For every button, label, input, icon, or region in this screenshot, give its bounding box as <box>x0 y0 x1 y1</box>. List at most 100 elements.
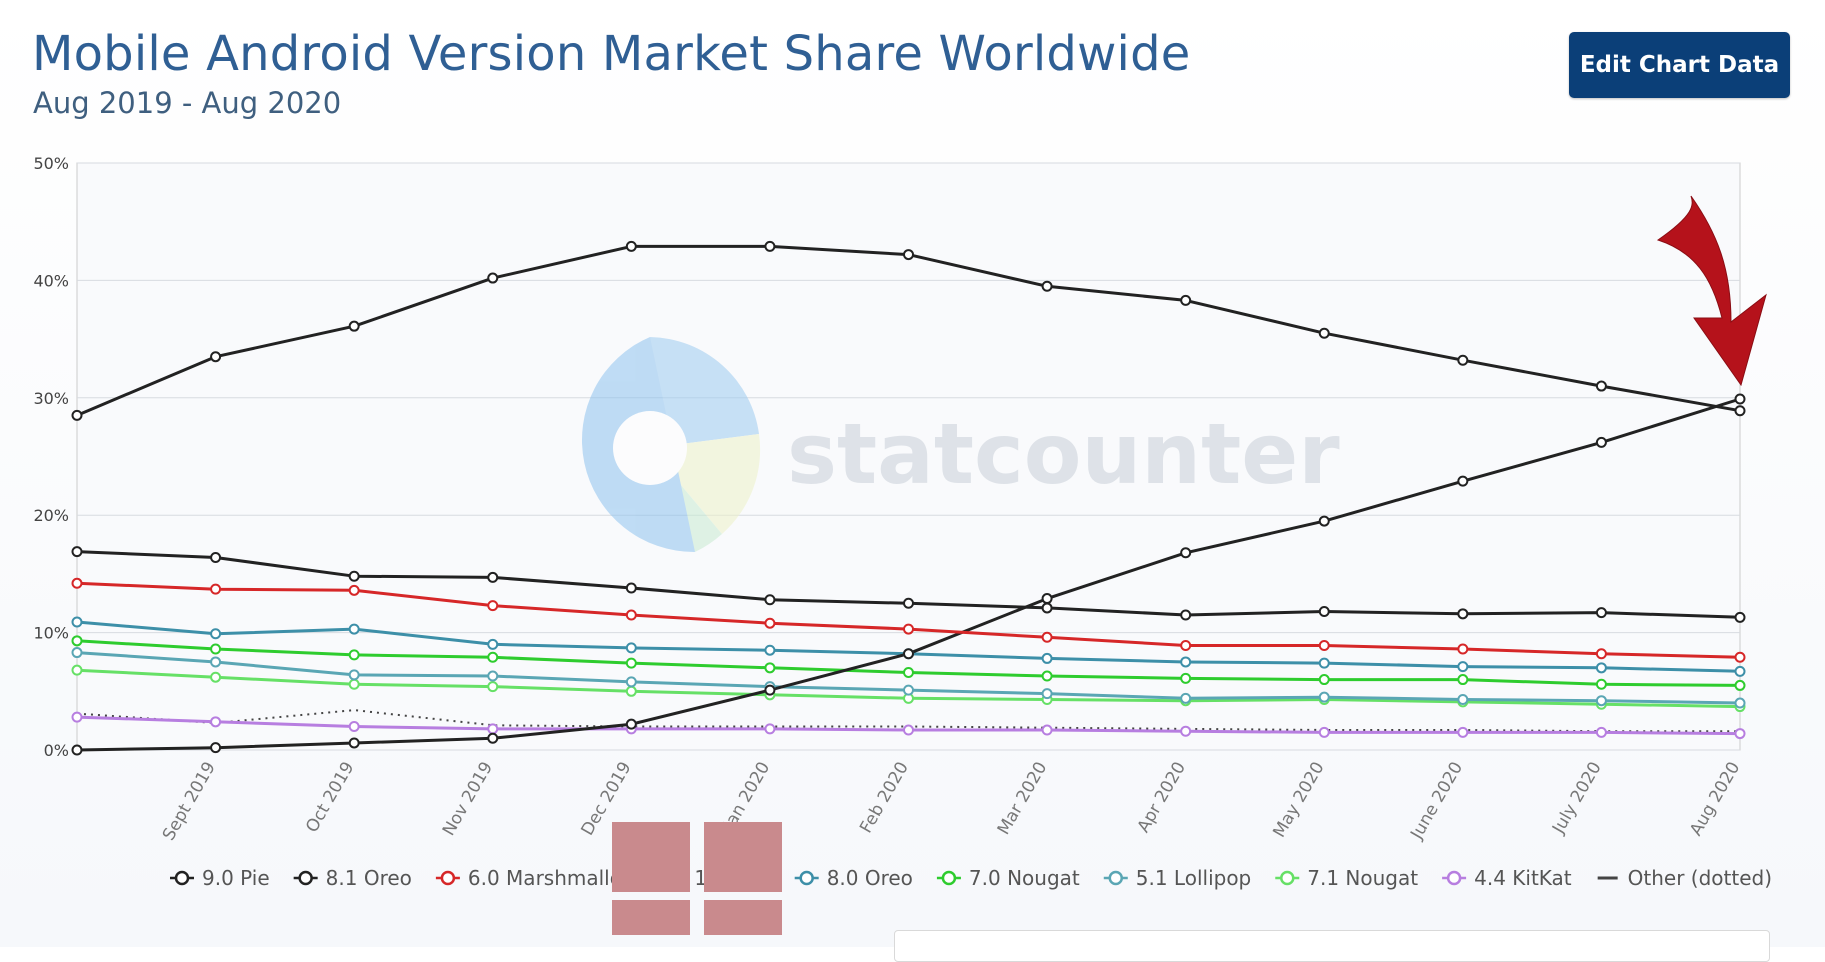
x-tick-label: July 2020 <box>1548 759 1605 838</box>
legend-marker <box>1108 870 1124 886</box>
red-arrow-annotation <box>1656 195 1767 387</box>
legend-marker <box>1280 870 1295 886</box>
data-point <box>625 657 637 669</box>
legend-item[interactable]: 4.4 KitKat <box>1442 866 1572 890</box>
data-point <box>1734 393 1746 405</box>
legend-item[interactable]: 8.1 Oreo <box>293 866 412 890</box>
data-point <box>1041 602 1053 614</box>
data-point <box>1180 672 1192 684</box>
y-tick-label: 20% <box>33 506 69 525</box>
data-point <box>764 684 776 696</box>
data-point <box>71 616 83 628</box>
y-tick-label: 30% <box>33 389 69 408</box>
statcounter-watermark: statcounter <box>581 337 1340 553</box>
data-point <box>71 711 83 723</box>
edit-chart-data-button[interactable]: Edit Chart Data <box>1569 32 1790 98</box>
data-point <box>1041 652 1053 664</box>
legend-marker <box>941 870 957 886</box>
data-point <box>1041 688 1053 700</box>
data-point <box>1041 724 1053 736</box>
legend-item[interactable]: 8.0 Oreo <box>794 866 913 890</box>
statcounter-logo-icon <box>581 337 761 553</box>
legend-item[interactable]: 6.0 Marshmallow <box>435 866 638 890</box>
data-point <box>1180 609 1192 621</box>
data-point <box>903 667 914 679</box>
data-point <box>903 623 914 635</box>
data-point <box>1180 640 1192 652</box>
data-point <box>210 551 222 563</box>
legend-item[interactable]: 7.1 Nougat <box>1275 866 1418 890</box>
data-point <box>903 648 914 660</box>
data-point <box>210 742 222 754</box>
data-point <box>1041 631 1053 643</box>
data-point <box>1734 665 1746 677</box>
data-point <box>487 571 499 583</box>
data-point <box>487 600 499 612</box>
data-point <box>903 724 914 736</box>
data-point <box>625 609 637 621</box>
data-point <box>1457 674 1469 686</box>
data-point <box>1734 651 1746 663</box>
data-point <box>764 723 776 735</box>
legend-marker <box>298 870 313 886</box>
data-point <box>71 635 83 647</box>
legend-marker <box>799 870 814 886</box>
legend-label: 8.1 Oreo <box>326 866 412 890</box>
data-point <box>71 744 83 756</box>
data-point <box>71 577 83 589</box>
data-point <box>487 681 499 693</box>
data-point <box>348 623 360 635</box>
x-tick-label: Aug 2020 <box>1686 759 1744 840</box>
data-point <box>625 718 637 730</box>
data-point <box>487 272 499 284</box>
y-tick-label: 10% <box>33 624 69 643</box>
chart-title: Mobile Android Version Market Share Worl… <box>32 26 1191 82</box>
data-point <box>1595 648 1607 660</box>
x-tick-label: Mar 2020 <box>994 759 1052 839</box>
data-point <box>487 638 499 650</box>
data-point <box>1180 294 1192 306</box>
data-point <box>1180 547 1192 559</box>
overlay-logo-icon <box>612 822 782 935</box>
legend-item[interactable]: 9.0 Pie <box>170 866 270 890</box>
data-point <box>1457 354 1469 366</box>
data-point <box>71 664 83 676</box>
legend-item[interactable]: Other (dotted) <box>1597 866 1772 890</box>
data-point <box>1318 605 1330 617</box>
y-axis: 0% 10% 20% 30% 40% 50% <box>33 154 69 760</box>
y-tick-label: 40% <box>33 271 69 290</box>
legend-label: 5.1 Lollipop <box>1136 866 1252 890</box>
data-point <box>1457 643 1469 655</box>
x-tick-label: Feb 2020 <box>856 759 913 837</box>
data-point <box>1457 608 1469 620</box>
data-point <box>1734 611 1746 623</box>
data-point <box>487 670 499 682</box>
y-tick-label: 50% <box>33 154 69 173</box>
data-point <box>348 320 360 332</box>
data-point <box>903 597 914 609</box>
data-point <box>487 651 499 663</box>
legend-item[interactable]: 7.0 Nougat <box>936 866 1080 890</box>
data-point <box>1457 694 1469 706</box>
x-tick-label: Sept 2019 <box>159 759 220 845</box>
data-point <box>1595 607 1607 619</box>
legend-label: 6.0 Marshmallow <box>468 866 638 890</box>
legend-label: 7.0 Nougat <box>969 866 1080 890</box>
legend-marker <box>174 870 190 886</box>
data-point <box>625 676 637 688</box>
data-point <box>764 662 776 674</box>
data-point <box>1595 436 1607 448</box>
data-point <box>210 656 222 668</box>
legend-marker <box>440 870 456 886</box>
data-point <box>1180 692 1192 704</box>
data-point <box>1457 475 1469 487</box>
x-tick-label: Oct 2019 <box>302 759 358 837</box>
data-point <box>1318 674 1330 686</box>
data-point <box>348 669 360 681</box>
legend-item[interactable]: 5.1 Lollipop <box>1103 866 1252 890</box>
data-point <box>1041 593 1053 605</box>
data-point <box>348 649 360 661</box>
y-tick-label: 0% <box>44 741 69 760</box>
